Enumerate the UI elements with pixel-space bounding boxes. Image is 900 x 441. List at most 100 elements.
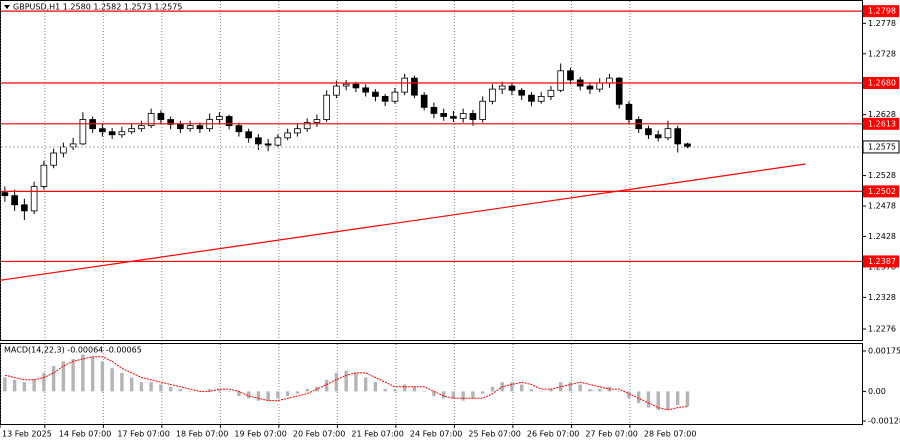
x-tick-label: 19 Feb 07:00 xyxy=(234,430,286,439)
collapse-icon[interactable] xyxy=(4,5,10,9)
macd-bar xyxy=(22,382,27,392)
macd-bar xyxy=(61,361,66,392)
macd-bar xyxy=(178,389,183,392)
macd-bar xyxy=(149,382,153,392)
x-tick-label: 21 Feb 07:00 xyxy=(351,430,403,439)
candle-body xyxy=(440,113,448,117)
candle-body xyxy=(118,131,126,136)
candle-body xyxy=(547,89,555,97)
candle-body xyxy=(674,128,682,145)
candle-body xyxy=(30,186,38,212)
level-label: 1.2680 xyxy=(868,78,896,87)
candle-body xyxy=(40,164,48,187)
candle-body xyxy=(479,100,487,120)
candle-body xyxy=(450,116,457,119)
y-tick-label: -0.00128 xyxy=(868,416,900,425)
candle-body xyxy=(21,204,28,212)
candle-body xyxy=(420,94,428,108)
macd-bar xyxy=(383,389,387,392)
candle-body xyxy=(11,195,18,206)
candle-body xyxy=(323,94,330,120)
candle-body xyxy=(284,132,291,139)
candle-body xyxy=(615,77,623,105)
candle-body xyxy=(586,85,594,90)
macd-bar xyxy=(90,356,95,392)
candle-body xyxy=(147,113,155,127)
macd-bar xyxy=(32,379,36,392)
macd-bar xyxy=(276,391,280,399)
macd-bar xyxy=(168,386,173,392)
candle-body xyxy=(391,91,399,102)
level-label-box xyxy=(863,76,899,89)
macd-bar xyxy=(393,389,397,392)
x-tick-label: 28 Feb 07:00 xyxy=(644,430,696,439)
x-tick-label: 14 Feb 07:00 xyxy=(59,430,111,439)
candle-body xyxy=(50,152,57,166)
macd-bar xyxy=(451,391,456,399)
candle-body xyxy=(606,77,613,84)
candle-body xyxy=(167,119,174,125)
macd-bar xyxy=(285,391,290,397)
candle-body xyxy=(684,143,691,148)
macd-bar xyxy=(549,389,553,392)
candle-body xyxy=(557,70,565,91)
candle-body xyxy=(518,89,526,96)
candle-body xyxy=(274,137,282,146)
macd-bar xyxy=(324,379,329,392)
macd-bar xyxy=(256,391,261,401)
macd-bar xyxy=(217,389,222,392)
macd-bar xyxy=(441,391,446,399)
macd-bar xyxy=(675,391,680,406)
x-tick-label: 24 Feb 07:00 xyxy=(410,430,462,439)
candle-body xyxy=(528,94,535,102)
macd-bar xyxy=(529,389,534,392)
candle-body xyxy=(245,131,252,139)
candle-body xyxy=(235,125,243,133)
macd-bar xyxy=(646,391,651,408)
price-panel-frame xyxy=(0,0,863,341)
macd-bar xyxy=(159,384,163,392)
candle-body xyxy=(255,137,262,145)
macd-bar xyxy=(237,391,241,397)
candle-body xyxy=(372,91,379,97)
candle-body xyxy=(664,128,672,139)
macd-bar xyxy=(432,391,436,397)
candle-body xyxy=(459,113,467,119)
candle-body xyxy=(567,70,574,81)
x-tick-label: 17 Feb 07:00 xyxy=(117,430,169,439)
y-tick-label: 1.2628 xyxy=(868,110,896,119)
macd-bar xyxy=(422,391,426,392)
macd-bar xyxy=(295,391,300,394)
candle-body xyxy=(225,116,233,127)
candle-body xyxy=(294,128,301,134)
macd-bar xyxy=(344,370,348,392)
candle-body xyxy=(1,192,9,197)
macd-bar xyxy=(519,384,524,392)
macd-bar xyxy=(207,389,212,392)
macd-bar xyxy=(188,391,192,392)
chart-title: GBPUSD,H1 1.2580 1.2582 1.2573 1.2575 xyxy=(13,3,182,12)
macd-bar xyxy=(480,391,485,394)
candle-body xyxy=(352,83,360,89)
macd-bar xyxy=(471,391,475,399)
y-tick-label: 0.00175 xyxy=(868,346,900,355)
y-tick-label: 1.2328 xyxy=(868,293,896,302)
candle-body xyxy=(362,87,369,93)
macd-bar xyxy=(110,368,114,392)
candle-body xyxy=(498,85,506,90)
candle-body xyxy=(489,88,496,102)
y-tick-label: 1.2528 xyxy=(868,171,896,180)
macd-bar xyxy=(363,377,368,392)
candle-body xyxy=(411,77,418,96)
macd-bar xyxy=(373,382,378,392)
current-price-label: 1.2575 xyxy=(868,142,896,151)
candle-body xyxy=(342,83,350,87)
candle-body xyxy=(60,146,67,154)
level-label: 1.2387 xyxy=(868,257,896,266)
macd-title: MACD(14,22,3) -0.00064 -0.00065 xyxy=(4,346,142,355)
macd-bar xyxy=(666,391,670,410)
level-label-box xyxy=(863,185,899,198)
candle-body xyxy=(645,128,652,136)
macd-bar xyxy=(412,386,417,392)
